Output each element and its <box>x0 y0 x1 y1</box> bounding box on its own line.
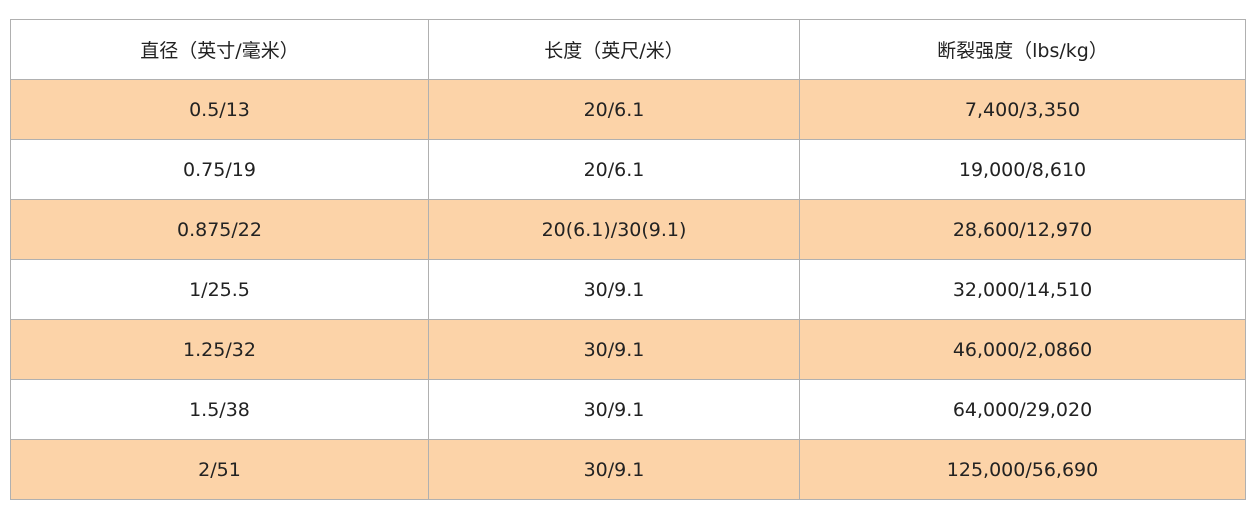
cell-diameter: 1.5/38 <box>10 379 429 440</box>
cell-breaking-strength: 28,600/12,970 <box>799 199 1246 260</box>
cell-diameter: 0.875/22 <box>10 199 429 260</box>
cell-breaking-strength: 32,000/14,510 <box>799 259 1246 320</box>
table-row: 2/51 30/9.1 125,000/56,690 <box>10 439 1246 500</box>
table-row: 1.5/38 30/9.1 64,000/29,020 <box>10 379 1246 440</box>
cell-breaking-strength: 7,400/3,350 <box>799 79 1246 140</box>
cell-length: 20(6.1)/30(9.1) <box>428 199 800 260</box>
cell-breaking-strength: 46,000/2,0860 <box>799 319 1246 380</box>
cell-breaking-strength: 19,000/8,610 <box>799 139 1246 200</box>
cell-length: 30/9.1 <box>428 319 800 380</box>
cell-length: 20/6.1 <box>428 79 800 140</box>
table-row: 1/25.5 30/9.1 32,000/14,510 <box>10 259 1246 320</box>
cell-length: 30/9.1 <box>428 439 800 500</box>
table-row: 0.5/13 20/6.1 7,400/3,350 <box>10 79 1246 140</box>
header-diameter: 直径（英寸/毫米） <box>10 19 429 80</box>
cell-diameter: 0.5/13 <box>10 79 429 140</box>
cell-length: 20/6.1 <box>428 139 800 200</box>
cell-diameter: 1.25/32 <box>10 319 429 380</box>
cell-diameter: 0.75/19 <box>10 139 429 200</box>
header-length: 长度（英尺/米） <box>428 19 800 80</box>
table-row: 1.25/32 30/9.1 46,000/2,0860 <box>10 319 1246 380</box>
header-breaking-strength: 断裂强度（lbs/kg） <box>799 19 1246 80</box>
cell-length: 30/9.1 <box>428 379 800 440</box>
table-row: 0.875/22 20(6.1)/30(9.1) 28,600/12,970 <box>10 199 1246 260</box>
cell-breaking-strength: 125,000/56,690 <box>799 439 1246 500</box>
cell-diameter: 2/51 <box>10 439 429 500</box>
spec-table: 直径（英寸/毫米） 长度（英尺/米） 断裂强度（lbs/kg） 0.5/13 20… <box>10 19 1246 500</box>
table-row: 0.75/19 20/6.1 19,000/8,610 <box>10 139 1246 200</box>
cell-length: 30/9.1 <box>428 259 800 320</box>
cell-breaking-strength: 64,000/29,020 <box>799 379 1246 440</box>
header-row: 直径（英寸/毫米） 长度（英尺/米） 断裂强度（lbs/kg） <box>10 19 1246 80</box>
cell-diameter: 1/25.5 <box>10 259 429 320</box>
